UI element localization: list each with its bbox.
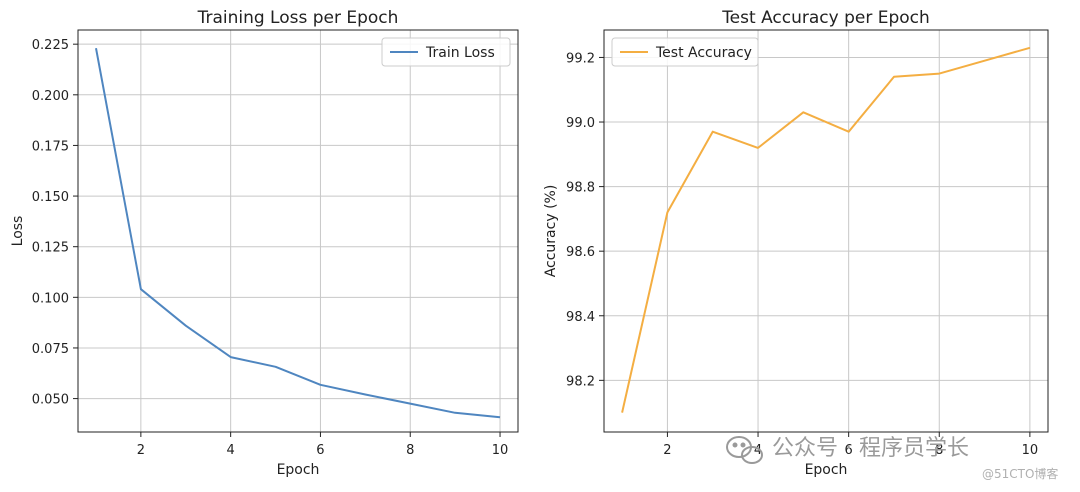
x-tick-label: 2 <box>137 443 145 458</box>
y-tick-label: 98.6 <box>566 245 595 260</box>
data-point <box>621 412 623 414</box>
y-tick-label: 0.225 <box>32 38 69 53</box>
y-tick-label: 98.8 <box>566 181 595 196</box>
chart-title: Training Loss per Epoch <box>197 8 399 28</box>
data-point <box>365 394 367 396</box>
data-point <box>230 356 232 358</box>
chart-1: 2 4 6 8 10 0.050 0.075 0.100 0.125 0.150 0.175 0.20… <box>10 8 519 478</box>
series-line-1 <box>621 46 1031 413</box>
chart-title: Test Accuracy per Epoch <box>721 8 930 28</box>
x-tick-label: 8 <box>935 443 943 458</box>
data-point <box>454 412 456 414</box>
data-point <box>409 403 411 405</box>
x-tick-label: 4 <box>754 443 762 458</box>
x-tick-label: 4 <box>227 443 235 458</box>
watermark-credit: @51CTO博客 <box>982 466 1058 481</box>
data-point <box>185 325 187 327</box>
y-tick-label: 98.4 <box>566 310 595 325</box>
y-axis-label: Loss <box>10 216 26 247</box>
legend: Train Loss <box>381 37 511 67</box>
data-point <box>320 384 322 386</box>
data-point <box>893 76 895 78</box>
x-tick-label: 8 <box>406 443 414 458</box>
chart-2: 2 4 6 8 10 98.2 98.4 98.6 98.8 99.0 99.2 Test Accur… <box>543 8 1049 478</box>
y-axis-label: Accuracy (%) <box>543 185 559 278</box>
y-tick-label: 99.2 <box>566 51 595 66</box>
x-axis-label: Epoch <box>805 462 848 478</box>
y-tick-label: 0.050 <box>32 393 69 408</box>
legend-label: Train Loss <box>425 45 495 61</box>
data-point <box>848 131 850 133</box>
data-point <box>712 131 714 133</box>
data-point <box>667 212 669 214</box>
plot-frame <box>77 29 519 433</box>
x-tick-label: 6 <box>845 443 853 458</box>
watermark: 公众号 · 程序员学长 @51CTO博客 <box>724 432 1074 488</box>
y-tick-label: 0.175 <box>32 139 69 154</box>
plot-frame <box>603 29 1049 433</box>
series-line-1 <box>95 48 501 419</box>
data-point <box>984 60 986 62</box>
data-point <box>938 73 940 75</box>
x-tick-label: 2 <box>663 443 671 458</box>
data-point <box>499 416 501 418</box>
watermark-text: 公众号 · 程序员学长 <box>772 436 969 461</box>
y-tick-label: 0.200 <box>32 89 69 104</box>
data-point <box>140 288 142 290</box>
x-axis-label: Epoch <box>277 462 320 478</box>
legend-box <box>611 37 759 67</box>
y-tick-label: 0.100 <box>32 291 69 306</box>
legend-label: Test Accuracy <box>655 45 752 61</box>
data-point <box>95 47 97 49</box>
x-tick-label: 10 <box>1022 443 1039 458</box>
y-tick-label: 98.2 <box>566 374 595 389</box>
wechat-icon <box>726 436 763 464</box>
data-point <box>1029 47 1031 49</box>
y-tick-label: 0.075 <box>32 342 69 357</box>
x-tick-label: 6 <box>316 443 324 458</box>
y-tick-label: 99.0 <box>566 116 595 131</box>
data-point <box>275 366 277 368</box>
data-point <box>803 112 805 114</box>
legend: Test Accuracy <box>611 37 759 67</box>
y-tick-label: 0.125 <box>32 241 69 256</box>
legend-box <box>381 37 511 67</box>
x-tick-label: 10 <box>492 443 509 458</box>
y-tick-label: 0.150 <box>32 190 69 205</box>
data-point <box>757 147 759 149</box>
